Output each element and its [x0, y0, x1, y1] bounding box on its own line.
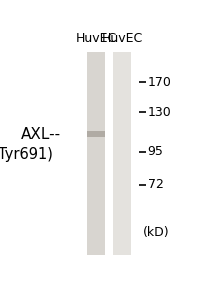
Bar: [113, 52, 131, 256]
Text: 130: 130: [148, 106, 171, 119]
Text: AXL--: AXL--: [21, 127, 62, 142]
Bar: [87, 52, 105, 256]
Text: (kD): (kD): [143, 226, 170, 239]
Bar: [87, 131, 105, 137]
Text: 95: 95: [148, 145, 163, 158]
Text: (pTyr691): (pTyr691): [0, 148, 53, 163]
Text: HuvEC: HuvEC: [101, 32, 142, 45]
Text: 72: 72: [148, 178, 163, 191]
Text: 170: 170: [148, 76, 172, 89]
Text: HuvEC: HuvEC: [76, 32, 117, 45]
